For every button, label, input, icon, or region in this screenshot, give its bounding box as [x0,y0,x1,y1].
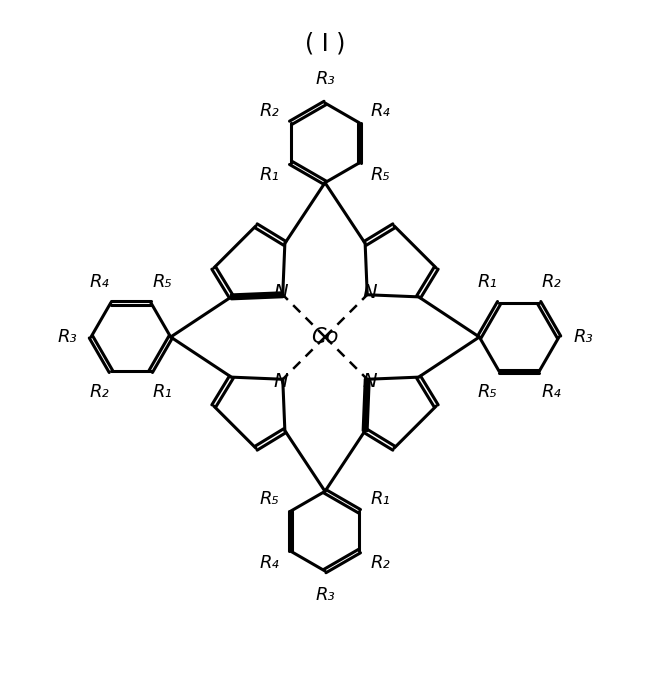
Text: R₅: R₅ [370,166,390,183]
Text: R₃: R₃ [315,586,335,604]
Text: R₅: R₅ [153,273,172,291]
Text: R₅: R₅ [260,490,280,508]
Text: R₁: R₁ [153,383,172,401]
Text: R₂: R₂ [89,383,109,401]
Text: R₄: R₄ [541,383,561,401]
Text: Co: Co [311,327,339,347]
Text: ( I ): ( I ) [305,31,345,56]
Text: R₁: R₁ [260,166,280,183]
Text: R₁: R₁ [478,273,497,291]
Text: R₂: R₂ [541,273,561,291]
Text: R₃: R₃ [315,70,335,88]
Text: N: N [274,372,288,391]
Text: R₄: R₄ [89,273,109,291]
Text: R₃: R₃ [573,328,593,346]
Text: R₄: R₄ [370,102,390,120]
Text: R₁: R₁ [370,490,390,508]
Text: R₄: R₄ [260,554,280,572]
Text: N: N [362,372,376,391]
Text: N: N [362,283,376,302]
Text: R₃: R₃ [57,328,77,346]
Text: N: N [274,283,288,302]
Text: R₅: R₅ [478,383,497,401]
Text: R₂: R₂ [260,102,280,120]
Text: R₂: R₂ [370,554,390,572]
